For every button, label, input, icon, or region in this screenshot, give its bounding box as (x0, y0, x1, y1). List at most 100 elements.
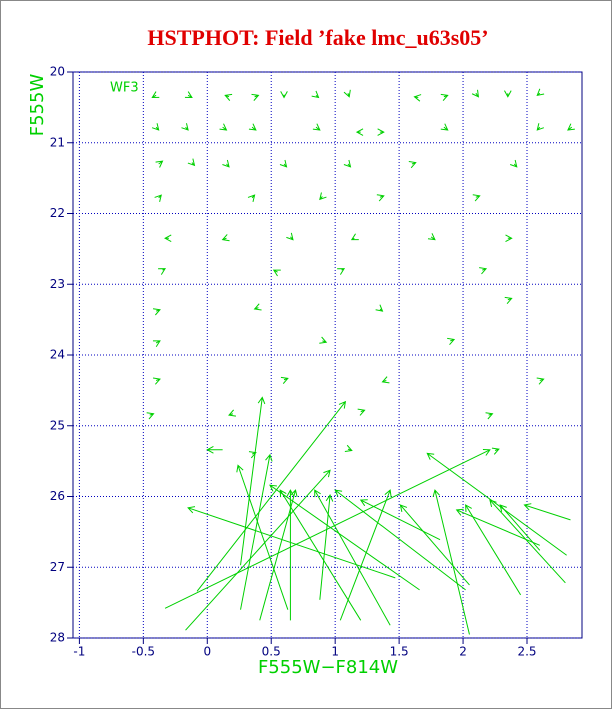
y-tick-label: 24 (50, 348, 65, 362)
arrow (251, 93, 260, 101)
arrow (152, 308, 161, 316)
arrow (465, 504, 522, 596)
arrow (471, 89, 480, 98)
arrow (408, 161, 417, 169)
arrow (432, 489, 470, 635)
x-tick-label: 2.5 (517, 645, 536, 659)
arrow (152, 340, 161, 348)
arrow (219, 123, 228, 131)
arrow (151, 123, 160, 131)
arrow (280, 91, 288, 99)
y-tick-label: 20 (50, 65, 65, 79)
arrow (536, 88, 545, 97)
y-tick-label: 21 (50, 135, 65, 149)
arrow (152, 377, 161, 385)
arrow (491, 447, 500, 455)
arrow (224, 93, 233, 101)
arrow (269, 484, 420, 591)
arrow (248, 123, 257, 131)
arrow (240, 396, 266, 566)
arrow (344, 444, 353, 453)
arrow (286, 489, 295, 621)
x-tick-label: 0 (203, 645, 211, 659)
arrow (319, 494, 334, 600)
arrow (440, 123, 449, 131)
arrow (504, 296, 513, 305)
arrow (312, 123, 321, 131)
arrow (272, 269, 281, 277)
arrow (164, 234, 172, 243)
arrow (222, 159, 230, 168)
arrow (158, 268, 166, 275)
arrow (187, 158, 196, 167)
arrow (319, 192, 327, 201)
arrow (381, 376, 390, 384)
arrow (355, 128, 364, 136)
x-tick-label: -1 (73, 645, 85, 659)
arrow (447, 337, 456, 346)
arrow (510, 159, 518, 168)
arrow (280, 376, 289, 384)
arrow (319, 336, 328, 344)
arrow (472, 194, 481, 202)
x-tick-label: 2 (459, 645, 467, 659)
arrow (185, 469, 331, 631)
arrow (155, 160, 164, 168)
arrow (311, 90, 320, 99)
arrow (505, 234, 513, 243)
annotation: WF3 (110, 81, 139, 96)
arrow (426, 452, 567, 556)
arrow (375, 304, 384, 312)
arrow (286, 232, 294, 241)
arrow (334, 489, 466, 591)
arrow (357, 408, 366, 416)
x-tick-label: 1 (331, 645, 339, 659)
arrow (485, 412, 494, 420)
arrow (253, 303, 262, 311)
arrow (377, 128, 385, 136)
x-tick-label: 1.5 (390, 645, 409, 659)
arrow (479, 267, 488, 275)
arrow (455, 508, 540, 546)
arrow (376, 194, 385, 202)
x-axis-label: F555W−F814W (258, 657, 398, 678)
arrow (343, 89, 351, 98)
arrow (350, 233, 359, 241)
arrow (343, 159, 352, 168)
arrow (427, 233, 436, 241)
arrow (146, 412, 155, 420)
y-tick-label: 27 (50, 560, 65, 574)
arrow (154, 194, 162, 203)
arrow (339, 489, 392, 621)
y-tick-label: 22 (50, 206, 65, 220)
arrow (489, 499, 566, 584)
x-tick-label: -0.5 (132, 645, 155, 659)
arrow (240, 453, 273, 610)
arrow (536, 377, 545, 385)
chart-title: HSTPHOT: Field ’fake lmc_u63s05’ (147, 25, 488, 50)
arrow (399, 504, 470, 586)
arrow (184, 91, 193, 98)
arrow (151, 91, 160, 98)
arrow (247, 194, 256, 203)
arrow (337, 268, 346, 275)
arrow (440, 93, 449, 101)
y-tick-label: 23 (50, 277, 65, 291)
arrow (228, 409, 237, 417)
y-tick-label: 25 (50, 418, 65, 432)
y-tick-label: 26 (50, 489, 65, 503)
arrow (279, 159, 288, 168)
y-tick-label: 28 (50, 631, 65, 645)
arrow (196, 400, 347, 592)
arrow (413, 94, 422, 102)
arrow (536, 123, 545, 131)
arrow (567, 123, 575, 131)
arrow (314, 489, 391, 626)
arrow (206, 446, 223, 454)
arrow (181, 123, 189, 131)
arrow (279, 489, 362, 621)
x-tick-label: 0.5 (262, 645, 281, 659)
arrow (236, 464, 289, 610)
